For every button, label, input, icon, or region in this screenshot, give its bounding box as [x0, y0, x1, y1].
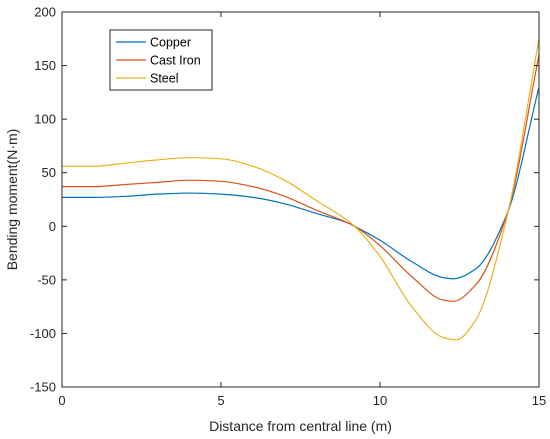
- legend-label-steel: Steel: [150, 72, 179, 86]
- y-tick-label: -50: [37, 272, 56, 287]
- series-line-steel: [61, 38, 540, 341]
- x-tick-label: 0: [58, 393, 65, 408]
- y-tick-label: 50: [42, 165, 56, 180]
- y-tick-label: -150: [30, 380, 56, 395]
- plot-frame: [61, 11, 540, 388]
- y-axis-label: Bending moment(N·m): [4, 129, 20, 271]
- legend-label-copper: Copper: [150, 36, 191, 50]
- y-tick-label: 200: [34, 5, 56, 20]
- series-line-cast-iron: [61, 54, 540, 302]
- y-tick-label: 150: [34, 58, 56, 73]
- y-tick-label: -100: [30, 326, 56, 341]
- x-tick-label: 10: [373, 393, 387, 408]
- legend-label-cast-iron: Cast Iron: [150, 54, 201, 68]
- y-tick-label: 100: [34, 112, 56, 127]
- x-tick-label: 5: [217, 393, 224, 408]
- x-tick-label: 15: [532, 393, 546, 408]
- x-axis-label: Distance from central line (m): [209, 418, 392, 434]
- series-layer: [61, 38, 540, 341]
- legend: Copper Cast Iron Steel: [109, 29, 213, 91]
- tick-layer: 0 5 10 15 -150 -100 -50 0 50 100 150 200: [30, 5, 546, 409]
- y-tick-label: 0: [49, 219, 56, 234]
